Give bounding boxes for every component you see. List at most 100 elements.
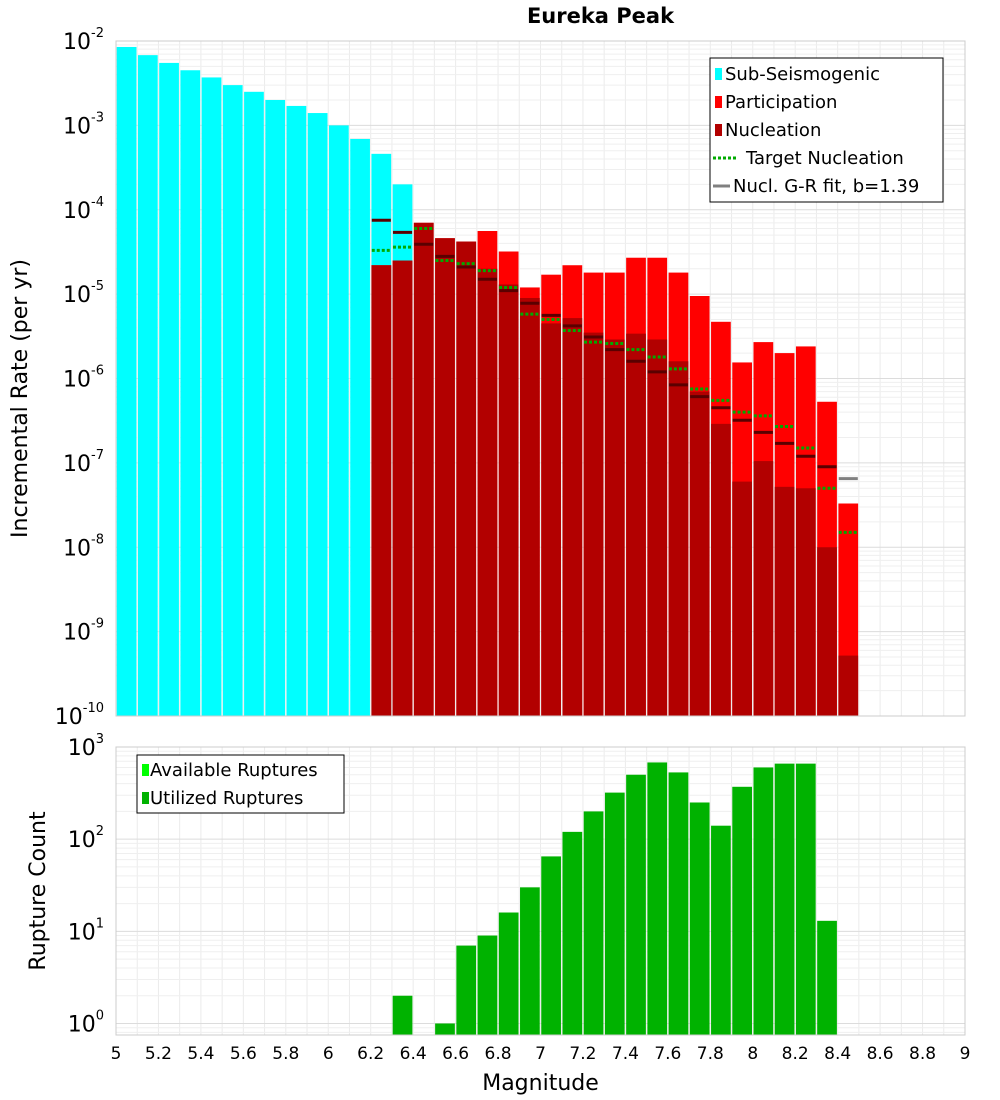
utilized-ruptures-bar — [435, 1023, 455, 1035]
x-tick-label: 5.6 — [230, 1044, 257, 1064]
utilized-ruptures-bar — [562, 831, 583, 1035]
bottom-y-axis-label: Rupture Count — [26, 811, 51, 971]
legend-swatch — [715, 124, 722, 136]
utilized-ruptures-bar — [647, 762, 668, 1035]
legend-swatch — [142, 792, 149, 804]
bottom-plot-frame — [115, 746, 966, 1036]
nucleation-bar — [817, 547, 837, 716]
x-tick-label: 8.4 — [824, 1044, 851, 1064]
nucleation-bar — [795, 488, 816, 716]
legend-label: Utilized Ruptures — [150, 788, 303, 809]
nucleation-bar — [689, 391, 710, 716]
nucleation-series — [371, 222, 859, 717]
x-tick-label: 8.8 — [909, 1044, 936, 1064]
y-tick-label: 100 — [68, 1008, 104, 1037]
legend-swatch — [142, 764, 149, 776]
nucleation-bar — [711, 423, 731, 716]
gr-fit-series — [371, 218, 858, 481]
y-tick-label: 102 — [68, 824, 104, 853]
sub-seismogenic-bar — [329, 125, 349, 716]
bottom-y-ticks: 100 101 102 103 — [68, 732, 104, 1037]
sub-seismogenic-bar — [180, 70, 201, 716]
utilized-ruptures-bar — [817, 920, 837, 1035]
legend-swatch — [715, 68, 722, 80]
x-tick-label: 7.8 — [697, 1044, 724, 1064]
utilized-ruptures-bar — [498, 912, 519, 1035]
x-tick-label: 7.4 — [612, 1044, 639, 1064]
y-tick-label: 10-2 — [63, 26, 104, 55]
x-ticks: 5 5.2 5.4 5.6 5.8 6 6.2 6.4 6.6 6.8 7 7.2 7.4 7.6 7.8 8… — [111, 1044, 971, 1064]
y-tick-label: 10-4 — [63, 195, 104, 224]
y-tick-label: 10-3 — [63, 110, 104, 139]
top-legend: Sub-Seismogenic Participation Nucleation Ta… — [709, 57, 944, 203]
sub-seismogenic-bar — [265, 99, 286, 717]
sub-seismogenic-bar — [116, 46, 137, 717]
utilized-ruptures-series — [392, 762, 837, 1035]
target-nucleation-series — [371, 226, 858, 534]
y-tick-label: 10-7 — [63, 448, 104, 477]
nucleation-bar — [413, 222, 434, 716]
sub-seismogenic-bar — [222, 85, 243, 716]
y-tick-label: 10-5 — [63, 279, 104, 308]
x-tick-label: 7 — [535, 1044, 546, 1064]
sub-seismogenic-bar — [201, 77, 222, 716]
x-tick-label: 5.2 — [145, 1044, 172, 1064]
nucleation-bar — [498, 284, 519, 716]
x-axis-label: Magnitude — [482, 1071, 599, 1096]
x-tick-label: 6.4 — [400, 1044, 427, 1064]
legend-label: Sub-Seismogenic — [725, 64, 880, 85]
sub-seismogenic-bar — [350, 138, 370, 716]
utilized-ruptures-bar — [689, 802, 710, 1035]
bottom-panel — [115, 746, 966, 1036]
utilized-ruptures-bar — [541, 856, 561, 1035]
nucleation-bar — [774, 486, 795, 716]
nucleation-bar — [477, 268, 498, 716]
x-tick-label: 7.6 — [654, 1044, 681, 1064]
utilized-ruptures-bar — [732, 786, 752, 1035]
sub-seismogenic-bar — [137, 55, 158, 716]
utilized-ruptures-bar — [520, 887, 540, 1035]
utilized-ruptures-bar — [604, 792, 625, 1035]
sub-seismogenic-bar — [159, 62, 179, 716]
sub-seismogenic-bar — [307, 113, 328, 716]
legend-label: Available Ruptures — [150, 760, 318, 781]
x-tick-label: 7.2 — [569, 1044, 596, 1064]
nucleation-bar — [541, 323, 561, 716]
chart-title: Eureka Peak — [527, 4, 675, 28]
nucleation-bar — [435, 238, 455, 716]
nucleation-bar — [392, 260, 413, 716]
top-plot-frame — [115, 40, 966, 717]
top-y-ticks: 10-10 10-9 10-8 10-7 10-6 10-5 10-4 10-3 10-2 — [55, 26, 104, 730]
utilized-ruptures-bar — [477, 935, 498, 1035]
nucleation-bar — [604, 339, 625, 716]
nucleation-bar — [647, 339, 668, 716]
legend-box — [709, 57, 944, 203]
y-tick-label: 10-10 — [55, 701, 104, 730]
y-tick-label: 10-8 — [63, 532, 104, 561]
legend-box — [136, 754, 345, 814]
x-tick-label: 5.4 — [187, 1044, 214, 1064]
utilized-ruptures-bar — [753, 767, 774, 1035]
nucleation-bar — [626, 333, 646, 716]
nucleation-bar — [583, 332, 604, 716]
top-y-axis-label: Incremental Rate (per yr) — [8, 259, 33, 538]
nucleation-bar — [562, 318, 583, 716]
utilized-ruptures-bar — [795, 763, 816, 1035]
bottom-legend: Available Ruptures Utilized Ruptures — [136, 754, 345, 814]
nucleation-bar — [753, 461, 774, 716]
y-tick-label: 10-9 — [63, 617, 104, 646]
legend-swatch — [715, 96, 722, 108]
x-tick-label: 5 — [111, 1044, 122, 1064]
y-tick-label: 103 — [68, 732, 104, 761]
legend-label: Nucleation — [725, 120, 821, 141]
utilized-ruptures-bar — [456, 945, 477, 1035]
utilized-ruptures-bar — [392, 995, 413, 1035]
utilized-ruptures-bar — [668, 772, 689, 1035]
sub-seismogenic-bar — [286, 105, 307, 717]
nucleation-bar — [838, 655, 859, 716]
utilized-ruptures-bar — [774, 763, 795, 1035]
x-tick-label: 9 — [960, 1044, 971, 1064]
utilized-ruptures-bar — [626, 774, 646, 1035]
